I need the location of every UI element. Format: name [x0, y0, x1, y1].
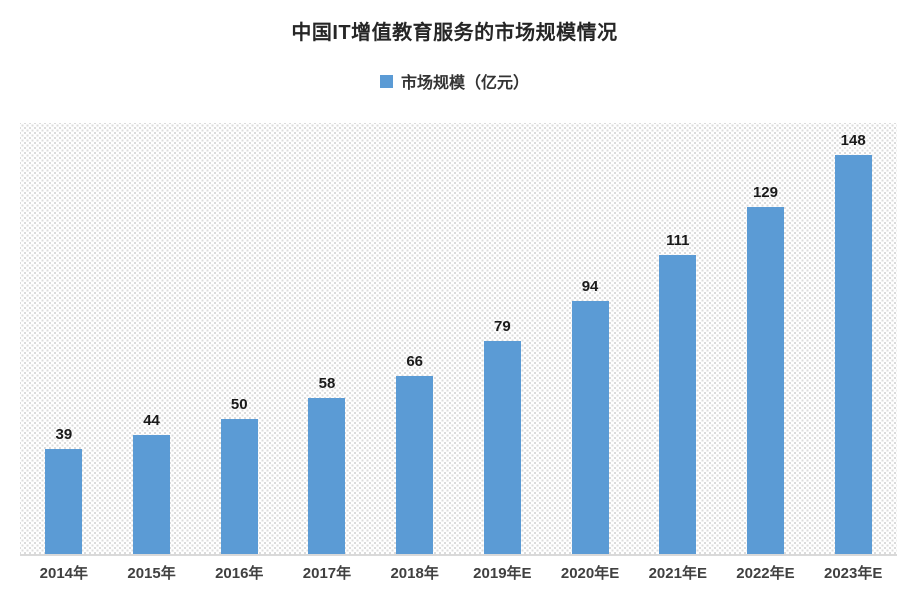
legend-swatch-icon: [379, 74, 393, 88]
bar-value-label: 58: [318, 374, 336, 392]
bar-value-label: 111: [666, 232, 690, 249]
chart-title: 中国IT增值教育服务的市场规模情况: [291, 22, 618, 44]
x-axis-label: 2018年: [390, 565, 439, 582]
bar: [220, 419, 258, 554]
x-axis-label: 2015年: [127, 565, 176, 582]
bar-group: 129: [722, 123, 810, 554]
legend: 市场规模（亿元）: [0, 69, 909, 93]
bar-group: 44: [108, 123, 196, 554]
x-axis-label: 2022年E: [736, 565, 795, 582]
x-axis: 2014年 2015年 2016年 2017年 2018年 2019年E 2020年E 202…: [20, 562, 897, 583]
bar-group: 94: [546, 123, 634, 554]
bar: [746, 206, 784, 554]
bar-value-label: 39: [55, 425, 73, 443]
x-axis-label: 2016年: [215, 565, 264, 582]
bar-value-label: 79: [494, 318, 511, 336]
bar-group: 50: [195, 123, 283, 554]
bar-value-label: 66: [406, 353, 423, 371]
bar-group: 79: [459, 123, 547, 554]
x-axis-label: 2021年E: [648, 565, 707, 582]
x-axis-label: 2020年E: [560, 565, 620, 582]
bar: [571, 300, 609, 554]
plot-area: 39 44 50 58 66 79 94 111 129 148: [20, 123, 897, 556]
bar-group: 58: [283, 123, 371, 554]
x-axis-label: 2017年: [302, 565, 352, 582]
bar-group: 148: [809, 123, 897, 554]
x-axis-label: 2014年: [39, 565, 89, 582]
bar-value-label: 148: [840, 132, 866, 150]
bar-value-label: 50: [230, 396, 248, 414]
bar: [133, 435, 171, 554]
bar: [483, 341, 521, 554]
bar-value-label: 129: [752, 183, 778, 201]
x-axis-label: 2023年E: [823, 565, 883, 582]
legend-label: 市场规模（亿元）: [400, 75, 529, 92]
bar-value-label: 44: [143, 412, 160, 430]
bar: [834, 155, 872, 554]
bar: [396, 376, 434, 554]
bar-group: 111: [634, 123, 722, 554]
x-axis-label: 2019年E: [473, 565, 532, 582]
bar-value-label: 94: [581, 277, 599, 295]
bar: [659, 255, 697, 554]
bar: [45, 448, 83, 554]
bar: [308, 397, 346, 554]
bar-group: 66: [371, 123, 459, 554]
bar-group: 39: [20, 123, 108, 554]
